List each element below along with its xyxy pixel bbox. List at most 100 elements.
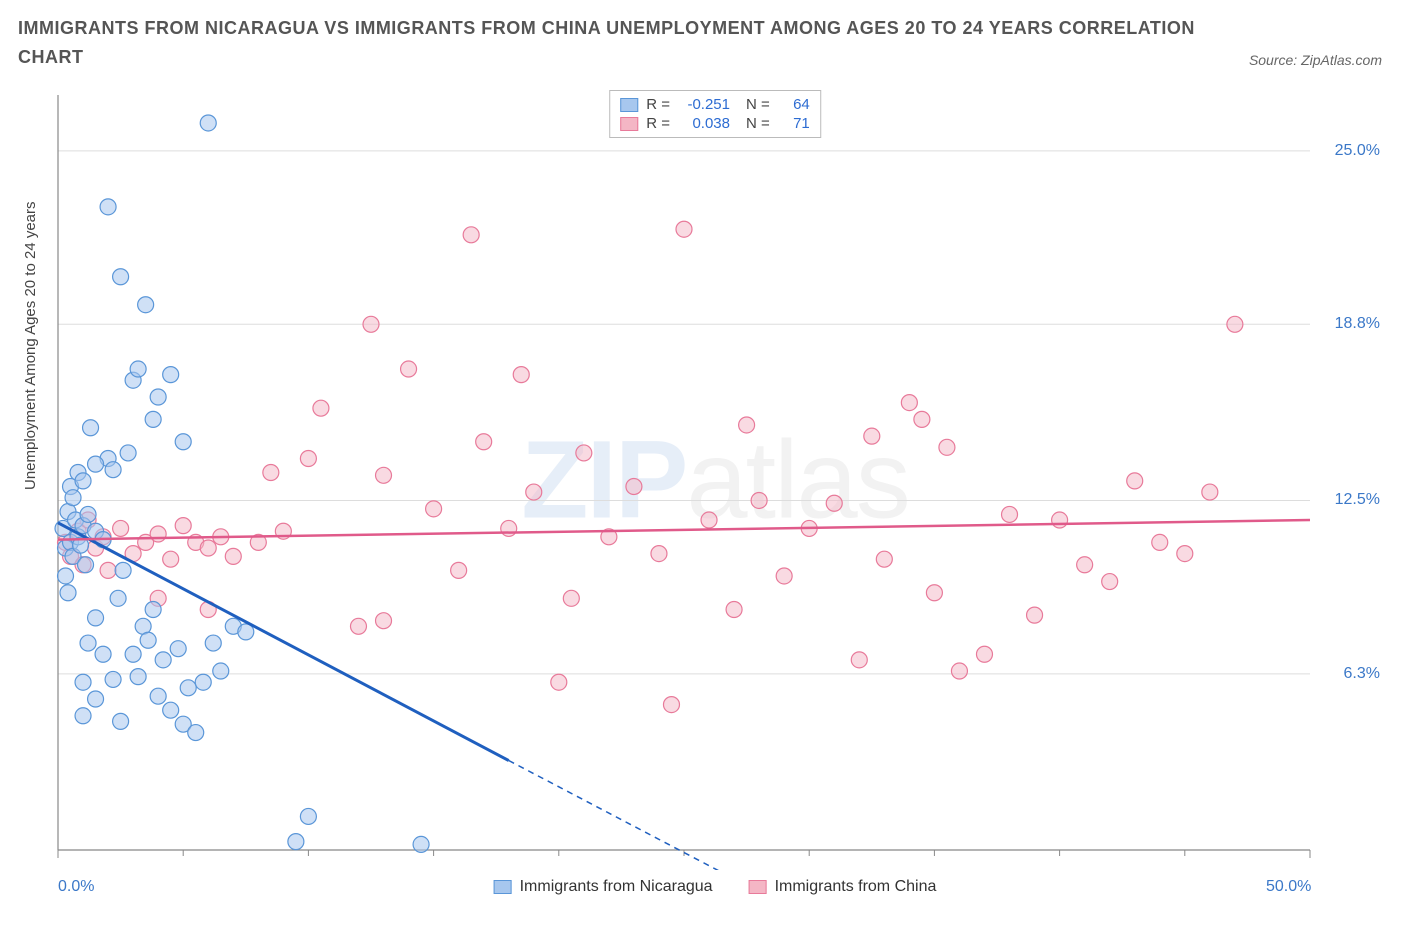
data-point-china — [939, 439, 955, 455]
trendline-nicaragua-extrap — [509, 761, 759, 870]
data-point-nicaragua — [60, 585, 76, 601]
y-tick-label: 6.3% — [1344, 665, 1380, 683]
data-point-nicaragua — [88, 691, 104, 707]
data-point-nicaragua — [145, 411, 161, 427]
data-point-china — [826, 495, 842, 511]
data-point-china — [1227, 316, 1243, 332]
data-point-nicaragua — [58, 568, 74, 584]
r-label: R = — [646, 115, 670, 132]
data-point-china — [701, 512, 717, 528]
data-point-nicaragua — [88, 610, 104, 626]
data-point-china — [225, 548, 241, 564]
swatch-nicaragua — [620, 98, 638, 112]
nicaragua-r-value: -0.251 — [680, 96, 730, 113]
legend-item-china: Immigrants from China — [749, 878, 937, 896]
data-point-china — [376, 613, 392, 629]
data-point-china — [113, 520, 129, 536]
data-point-china — [300, 451, 316, 467]
data-point-china — [663, 697, 679, 713]
data-point-china — [350, 618, 366, 634]
data-point-nicaragua — [200, 115, 216, 131]
legend-label-nicaragua: Immigrants from Nicaragua — [520, 878, 713, 896]
source-attribution: Source: ZipAtlas.com — [1249, 52, 1382, 68]
data-point-nicaragua — [188, 725, 204, 741]
data-point-china — [976, 646, 992, 662]
data-point-nicaragua — [130, 361, 146, 377]
data-point-china — [1027, 607, 1043, 623]
data-point-china — [1152, 534, 1168, 550]
data-point-nicaragua — [175, 434, 191, 450]
x-tick-label: 0.0% — [58, 878, 94, 896]
data-point-china — [651, 546, 667, 562]
data-point-nicaragua — [288, 834, 304, 850]
y-tick-label: 12.5% — [1335, 491, 1380, 509]
data-point-nicaragua — [145, 602, 161, 618]
data-point-nicaragua — [75, 674, 91, 690]
data-point-nicaragua — [75, 708, 91, 724]
chart-title: IMMIGRANTS FROM NICARAGUA VS IMMIGRANTS … — [18, 14, 1206, 72]
data-point-nicaragua — [113, 713, 129, 729]
data-point-china — [513, 367, 529, 383]
data-point-china — [1052, 512, 1068, 528]
data-point-nicaragua — [80, 635, 96, 651]
data-point-china — [1002, 506, 1018, 522]
data-point-nicaragua — [140, 632, 156, 648]
series-legend: Immigrants from Nicaragua Immigrants fro… — [494, 878, 937, 896]
y-tick-label: 25.0% — [1335, 142, 1380, 160]
data-point-china — [1202, 484, 1218, 500]
data-point-nicaragua — [83, 420, 99, 436]
chart-area: ZIPatlas R = -0.251 N = 64 R = 0.038 N =… — [50, 90, 1380, 870]
swatch-nicaragua — [494, 880, 512, 894]
swatch-china — [749, 880, 767, 894]
n-label: N = — [746, 115, 770, 132]
swatch-china — [620, 117, 638, 131]
data-point-nicaragua — [115, 562, 131, 578]
data-point-nicaragua — [155, 652, 171, 668]
data-point-china — [951, 663, 967, 679]
data-point-nicaragua — [120, 445, 136, 461]
data-point-nicaragua — [65, 490, 81, 506]
data-point-china — [1077, 557, 1093, 573]
data-point-nicaragua — [195, 674, 211, 690]
data-point-nicaragua — [150, 389, 166, 405]
correlation-legend: R = -0.251 N = 64 R = 0.038 N = 71 — [609, 90, 821, 138]
data-point-china — [476, 434, 492, 450]
data-point-nicaragua — [100, 199, 116, 215]
y-axis-label: Unemployment Among Ages 20 to 24 years — [22, 201, 39, 490]
data-point-china — [451, 562, 467, 578]
data-point-nicaragua — [125, 646, 141, 662]
data-point-china — [864, 428, 880, 444]
data-point-china — [501, 520, 517, 536]
data-point-nicaragua — [205, 635, 221, 651]
data-point-china — [776, 568, 792, 584]
nicaragua-n-value: 64 — [780, 96, 810, 113]
data-point-nicaragua — [78, 557, 94, 573]
data-point-china — [676, 221, 692, 237]
data-point-nicaragua — [113, 269, 129, 285]
data-point-nicaragua — [105, 671, 121, 687]
data-point-nicaragua — [300, 808, 316, 824]
x-tick-label: 50.0% — [1266, 878, 1311, 896]
data-point-china — [200, 540, 216, 556]
data-point-china — [401, 361, 417, 377]
data-point-china — [363, 316, 379, 332]
china-r-value: 0.038 — [680, 115, 730, 132]
data-point-china — [376, 467, 392, 483]
data-point-china — [1127, 473, 1143, 489]
data-point-nicaragua — [110, 590, 126, 606]
scatter-plot — [50, 90, 1380, 870]
data-point-nicaragua — [138, 297, 154, 313]
data-point-china — [1177, 546, 1193, 562]
data-point-nicaragua — [95, 646, 111, 662]
data-point-china — [263, 465, 279, 481]
data-point-nicaragua — [80, 506, 96, 522]
data-point-china — [313, 400, 329, 416]
data-point-china — [914, 411, 930, 427]
data-point-china — [175, 518, 191, 534]
data-point-nicaragua — [163, 702, 179, 718]
data-point-china — [526, 484, 542, 500]
data-point-china — [163, 551, 179, 567]
data-point-china — [626, 478, 642, 494]
data-point-china — [426, 501, 442, 517]
data-point-nicaragua — [213, 663, 229, 679]
